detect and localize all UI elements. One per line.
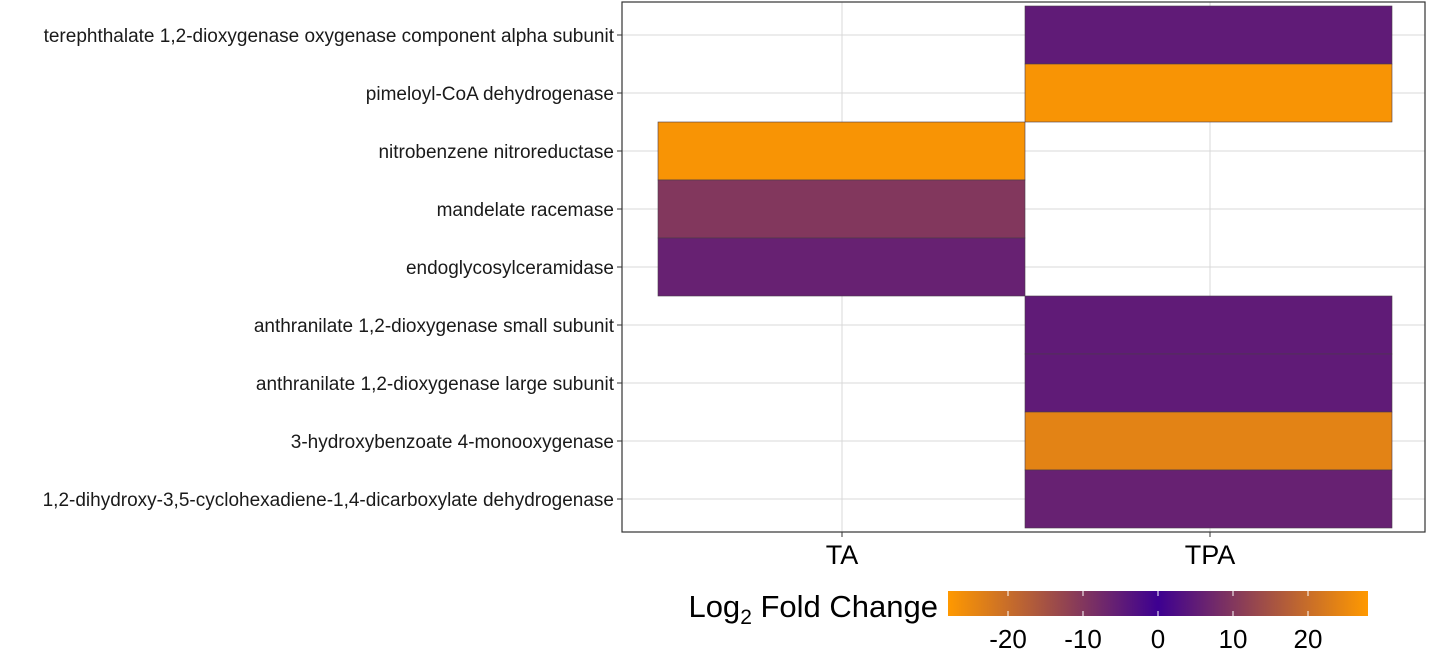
y-tick-label-3-hydroxybenzoate-4-monooxygenase: 3-hydroxybenzoate 4-monooxygenase: [291, 432, 614, 453]
cell-tpa-terephthalate-1-2-dioxygenase-oxygenase-component-alpha-subunit: [1024, 5, 1393, 65]
cell-tpa-anthranilate-1-2-dioxygenase-small-subunit: [1024, 295, 1393, 355]
heatmap-cells: [657, 5, 1393, 529]
x-tick-label-ta: TA: [826, 540, 859, 570]
y-tick-label-mandelate-racemase: mandelate racemase: [437, 200, 614, 221]
y-tick-label-1-2-dihydroxy-3-5-cyclohexadiene-1-4-dicarboxylate-dehydrogenase: 1,2-dihydroxy-3,5-cyclohexadiene-1,4-dic…: [43, 490, 614, 511]
y-tick-label-endoglycosylceramidase: endoglycosylceramidase: [406, 258, 614, 279]
legend-tick-label: -20: [989, 624, 1027, 654]
cell-ta-endoglycosylceramidase: [657, 237, 1026, 297]
cell-ta-nitrobenzene-nitroreductase: [657, 121, 1026, 181]
cell-tpa-anthranilate-1-2-dioxygenase-large-subunit: [1024, 353, 1393, 413]
legend-tick-label: 0: [1151, 624, 1165, 654]
cell-tpa-1-2-dihydroxy-3-5-cyclohexadiene-1-4-dicarboxylate-dehydrogenase: [1024, 469, 1393, 529]
legend-title-rest: Fold Change: [752, 589, 938, 624]
y-tick-label-nitrobenzene-nitroreductase: nitrobenzene nitroreductase: [378, 142, 614, 163]
y-tick-label-pimeloyl-coa-dehydrogenase: pimeloyl-CoA dehydrogenase: [366, 84, 614, 105]
x-tick-label-tpa: TPA: [1185, 540, 1236, 570]
cell-tpa-3-hydroxybenzoate-4-monooxygenase: [1024, 411, 1393, 471]
y-axis-labels: terephthalate 1,2-dioxygenase oxygenase …: [43, 26, 622, 511]
y-tick-label-anthranilate-1-2-dioxygenase-small-subunit: anthranilate 1,2-dioxygenase small subun…: [254, 316, 615, 337]
cell-ta-mandelate-racemase: [657, 179, 1026, 239]
x-axis-labels: TA TPA: [826, 532, 1236, 570]
legend-tick-label: 20: [1294, 624, 1323, 654]
legend-title-main: Log: [688, 589, 740, 624]
legend-tick-label: -10: [1064, 624, 1102, 654]
color-legend: Log2 Fold Change -20 -10 0 10 20: [688, 589, 1368, 654]
legend-title: Log2 Fold Change: [688, 589, 938, 629]
legend-title-subscript: 2: [740, 606, 752, 629]
y-tick-label-anthranilate-1-2-dioxygenase-large-subunit: anthranilate 1,2-dioxygenase large subun…: [256, 374, 615, 395]
legend-ticks: -20 -10 0 10 20: [989, 591, 1322, 654]
cell-tpa-pimeloyl-coa-dehydrogenase: [1024, 63, 1393, 123]
legend-tick-label: 10: [1219, 624, 1248, 654]
y-tick-label-terephthalate-1-2-dioxygenase-oxygenase-component-alpha-subunit: terephthalate 1,2-dioxygenase oxygenase …: [44, 26, 615, 47]
